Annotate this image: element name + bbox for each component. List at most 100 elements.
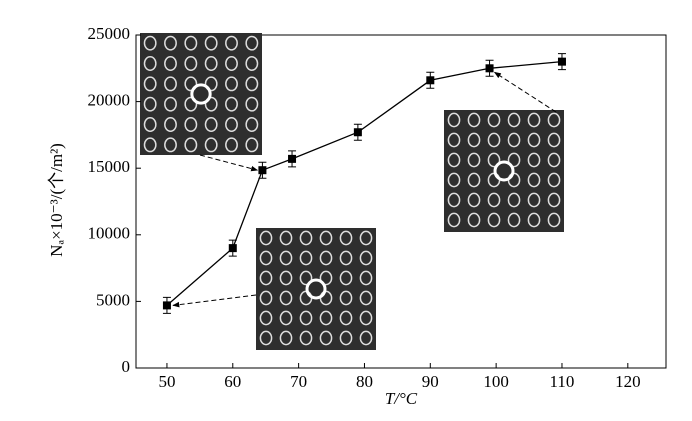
inset-dot bbox=[487, 212, 501, 228]
inset-dot bbox=[204, 137, 218, 153]
inset-dot bbox=[143, 117, 157, 132]
inset-dot bbox=[547, 192, 561, 208]
inset-dot bbox=[225, 56, 238, 71]
point bbox=[557, 57, 566, 66]
inset-dot bbox=[447, 192, 461, 208]
inset-dot bbox=[279, 250, 293, 266]
inset-dot bbox=[359, 270, 373, 286]
inset-dot bbox=[487, 112, 501, 128]
inset-dot bbox=[447, 112, 461, 128]
inset-dot bbox=[164, 76, 177, 92]
inset-dot bbox=[225, 76, 238, 92]
inset-dot bbox=[259, 290, 273, 306]
inset-dot bbox=[339, 290, 353, 306]
y-tick-label: 10000 bbox=[88, 224, 131, 243]
inset-dot bbox=[527, 152, 541, 168]
inset-dot bbox=[319, 310, 333, 326]
inset-dot bbox=[184, 96, 198, 112]
inset-dot bbox=[164, 56, 177, 71]
y-tick-label: 0 bbox=[122, 357, 131, 376]
inset-dot bbox=[299, 270, 313, 286]
inset-dot bbox=[467, 132, 481, 148]
inset-dot bbox=[184, 137, 198, 153]
inset-dot bbox=[487, 192, 501, 208]
y-tick-label: 20000 bbox=[88, 91, 131, 110]
inset-dot bbox=[319, 330, 333, 346]
x-tick-label: 50 bbox=[158, 372, 175, 391]
inset-dot bbox=[359, 250, 373, 266]
inset-dot bbox=[507, 192, 521, 208]
x-tick-label: 70 bbox=[290, 372, 307, 391]
inset-dot bbox=[259, 310, 273, 326]
inset-dot bbox=[339, 310, 353, 326]
inset-dot bbox=[245, 137, 259, 153]
inset-dot bbox=[319, 250, 333, 266]
inset-dot bbox=[164, 117, 177, 132]
inset-dot bbox=[547, 152, 561, 168]
inset-dot bbox=[547, 112, 561, 128]
inset-dot bbox=[447, 212, 461, 228]
inset-dot bbox=[143, 96, 157, 112]
inset-dot bbox=[204, 96, 218, 112]
inset-dot bbox=[447, 152, 461, 168]
inset-dot bbox=[299, 230, 313, 246]
inset-dot bbox=[507, 132, 521, 148]
inset-dot bbox=[339, 250, 353, 266]
x-axis-label: T/°C bbox=[385, 389, 418, 408]
inset-dot bbox=[204, 56, 218, 71]
inset-dot bbox=[143, 35, 157, 51]
inset-dot bbox=[527, 172, 541, 188]
point bbox=[258, 166, 267, 175]
inset-center bbox=[493, 160, 515, 182]
inset-image bbox=[140, 33, 262, 155]
point bbox=[162, 301, 171, 310]
pointer-arrow bbox=[199, 154, 259, 172]
inset-dot bbox=[507, 152, 521, 168]
inset-image bbox=[256, 228, 376, 350]
inset-dot bbox=[259, 230, 273, 246]
inset-dot bbox=[447, 172, 461, 188]
inset-dot bbox=[143, 137, 157, 153]
pointer-arrow bbox=[172, 294, 257, 308]
insets bbox=[140, 33, 564, 350]
y-axis-label: Nₐ×10⁻³/(个/m²) bbox=[47, 143, 66, 257]
point bbox=[426, 76, 435, 85]
inset-dot bbox=[184, 117, 198, 132]
x-tick-label: 80 bbox=[356, 372, 373, 391]
inset-center bbox=[190, 83, 212, 105]
inset-dot bbox=[279, 310, 293, 326]
inset-dot bbox=[319, 270, 333, 286]
inset-dot bbox=[184, 56, 198, 71]
inset-dot bbox=[143, 56, 157, 71]
x-tick-label: 60 bbox=[224, 372, 241, 391]
inset-dot bbox=[225, 117, 238, 132]
inset-dot bbox=[547, 172, 561, 188]
inset-dot bbox=[339, 230, 353, 246]
inset-dot bbox=[164, 35, 177, 51]
inset-dot bbox=[527, 192, 541, 208]
inset-dot bbox=[447, 132, 461, 148]
inset-dot bbox=[204, 76, 218, 92]
inset-dot bbox=[245, 56, 259, 71]
inset-dot bbox=[467, 172, 481, 188]
x-tick-label: 120 bbox=[615, 372, 641, 391]
inset-dot bbox=[259, 270, 273, 286]
inset-dot bbox=[245, 76, 259, 92]
inset-dot bbox=[487, 152, 501, 168]
inset-dot bbox=[184, 76, 198, 92]
inset-dot bbox=[299, 330, 313, 346]
inset-dot bbox=[359, 290, 373, 306]
inset-dot bbox=[184, 35, 198, 51]
x-tick-label: 90 bbox=[422, 372, 439, 391]
inset-dot bbox=[143, 76, 157, 92]
inset-dot bbox=[299, 250, 313, 266]
inset-dot bbox=[467, 152, 481, 168]
inset-dot bbox=[164, 96, 177, 112]
inset-dot bbox=[507, 112, 521, 128]
inset-dot bbox=[339, 270, 353, 286]
inset-dot bbox=[259, 250, 273, 266]
inset-dot bbox=[359, 330, 373, 346]
inset-dot bbox=[507, 212, 521, 228]
inset-dot bbox=[339, 330, 353, 346]
inset-dot bbox=[245, 117, 259, 132]
